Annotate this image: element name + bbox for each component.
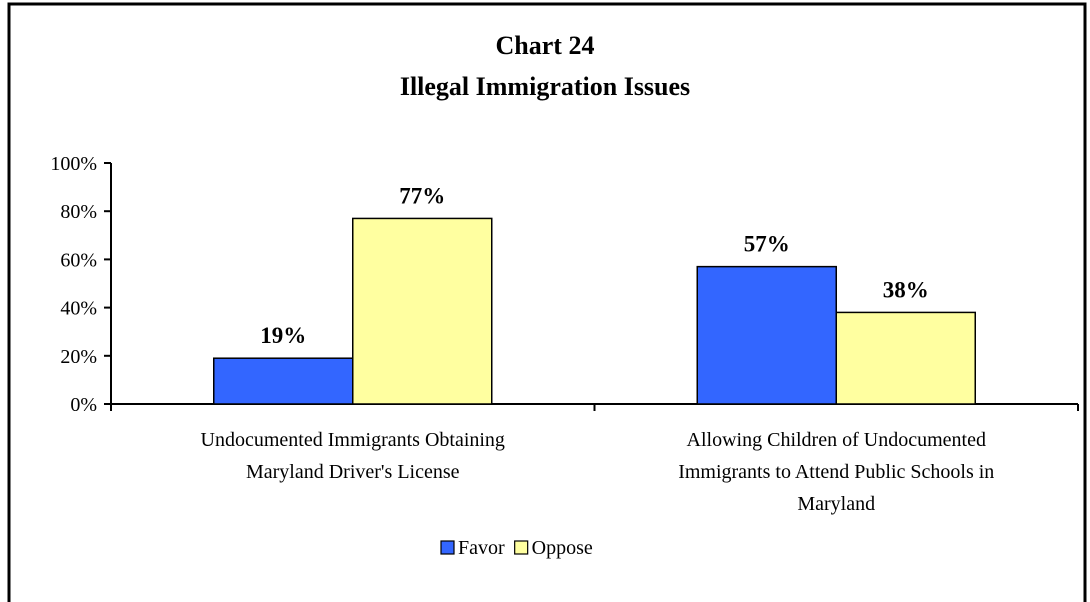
category-label: Allowing Children of Undocumented Immigra… bbox=[678, 429, 994, 515]
bar-oppose-1 bbox=[352, 217, 493, 405]
legend-swatch-favor bbox=[440, 540, 455, 555]
data-label: 77% bbox=[399, 183, 445, 208]
data-label: 19% bbox=[260, 323, 306, 348]
y-axis: 0% 20% 40% 60% 80% 100% bbox=[50, 153, 112, 416]
bar-favor-1 bbox=[213, 357, 354, 405]
y-tick-label: 40% bbox=[60, 298, 97, 320]
category-label: Undocumented Immigrants Obtaining Marylan… bbox=[201, 429, 505, 483]
chart-subtitle: Illegal Immigration Issues bbox=[400, 72, 690, 101]
data-label: 57% bbox=[744, 232, 790, 257]
legend-swatch-oppose bbox=[514, 540, 529, 555]
y-tick-label: 60% bbox=[60, 249, 97, 271]
y-tick-label: 80% bbox=[60, 201, 97, 223]
bar-labels: 19% 77% 57% 38% bbox=[260, 183, 929, 348]
chart-border bbox=[7, 2, 1087, 602]
bars bbox=[213, 217, 976, 405]
bar-oppose-2 bbox=[835, 311, 976, 405]
y-tick-label: 20% bbox=[60, 346, 97, 368]
legend: Favor Oppose bbox=[440, 537, 593, 559]
y-tick-label: 100% bbox=[50, 153, 97, 175]
legend-label-oppose: Oppose bbox=[532, 537, 593, 559]
y-tick-label: 0% bbox=[70, 394, 97, 416]
bar-favor-2 bbox=[696, 265, 837, 405]
category-labels: Undocumented Immigrants Obtaining Marylan… bbox=[201, 429, 995, 515]
chart-title: Chart 24 bbox=[496, 31, 595, 60]
legend-label-favor: Favor bbox=[458, 537, 505, 559]
data-label: 38% bbox=[883, 277, 929, 302]
